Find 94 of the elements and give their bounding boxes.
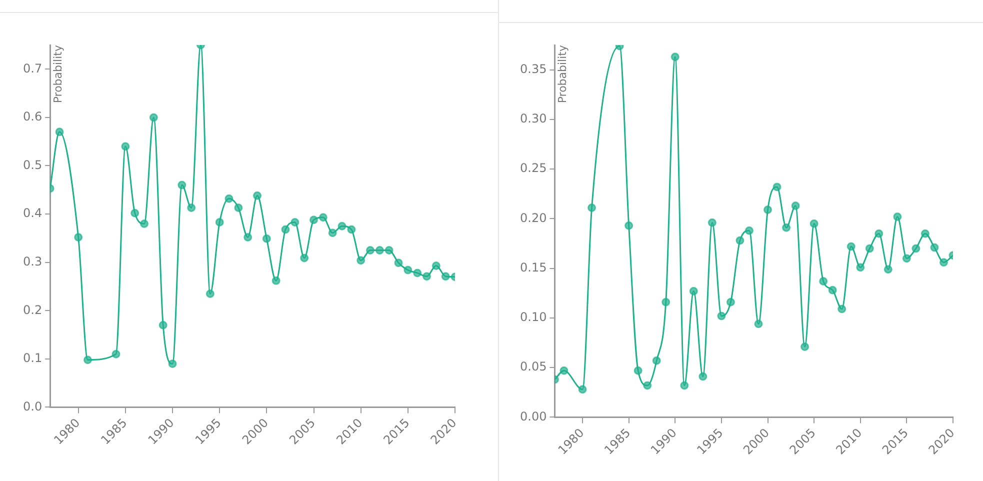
point: [422, 272, 431, 281]
point: [121, 142, 130, 151]
point: [224, 194, 234, 203]
point: [856, 263, 865, 272]
point: [384, 246, 394, 255]
y-tick-label: 0.6: [22, 110, 42, 124]
point: [149, 113, 158, 122]
point: [215, 218, 224, 226]
point: [884, 265, 892, 274]
point: [281, 225, 290, 234]
point: [726, 298, 735, 306]
y-tick-label: 0.20: [520, 210, 547, 225]
point: [670, 52, 680, 62]
point: [187, 204, 196, 212]
y-tick-label: 0.10: [520, 310, 547, 324]
point: [689, 286, 698, 296]
point: [782, 223, 791, 232]
y-tick-label: 0.1: [22, 351, 42, 366]
point: [634, 366, 642, 375]
point: [939, 258, 948, 267]
point: [912, 244, 920, 253]
point: [300, 254, 309, 262]
point: [708, 218, 716, 227]
y-tick-label: 0.4: [22, 206, 42, 220]
point: [764, 206, 772, 214]
point: [347, 225, 356, 234]
point: [234, 204, 243, 212]
point: [158, 320, 168, 330]
point: [865, 244, 874, 253]
point: [413, 268, 422, 278]
y-tick-label: 0.5: [22, 158, 42, 172]
point: [244, 232, 252, 242]
point: [356, 256, 366, 265]
point: [902, 254, 911, 263]
point: [262, 234, 271, 243]
point: [800, 342, 810, 351]
y-tick-label: 0.05: [520, 360, 547, 374]
point: [394, 258, 403, 268]
point: [318, 213, 328, 222]
y-axis-title: Probability: [51, 44, 64, 104]
y-axis-title: Probability: [556, 44, 570, 104]
point: [272, 276, 280, 285]
point: [112, 350, 120, 358]
y-tick-label: 0.2: [22, 302, 42, 317]
point: [680, 381, 689, 390]
point: [130, 208, 140, 218]
y-tick-label: 0.0: [22, 399, 42, 414]
point: [698, 372, 708, 381]
point: [84, 356, 92, 364]
point: [178, 180, 186, 190]
point: [624, 221, 634, 230]
point: [838, 304, 846, 314]
point: [791, 202, 800, 210]
point: [717, 312, 726, 320]
point: [338, 222, 346, 230]
point: [432, 261, 440, 270]
point: [893, 212, 902, 221]
point: [819, 276, 828, 286]
point: [874, 229, 884, 238]
point: [588, 204, 596, 212]
point: [310, 216, 318, 224]
point: [290, 218, 300, 226]
point: [810, 219, 818, 228]
point: [140, 219, 148, 228]
point: [736, 236, 744, 245]
point: [206, 289, 214, 298]
point: [930, 243, 939, 252]
point: [643, 381, 652, 390]
point: [441, 272, 450, 281]
point: [253, 191, 262, 200]
y-tick-label: 0.3: [22, 254, 42, 268]
point: [366, 246, 374, 255]
point: [74, 232, 83, 242]
point: [375, 246, 384, 255]
point: [754, 320, 763, 328]
point: [828, 286, 837, 294]
point: [578, 385, 587, 394]
y-tick-label: 0.25: [520, 161, 547, 176]
point: [920, 229, 930, 238]
point: [560, 366, 568, 375]
point: [652, 356, 661, 365]
y-tick-label: 0.00: [520, 409, 547, 424]
point: [744, 226, 754, 235]
point: [55, 128, 64, 136]
point: [168, 360, 177, 368]
point: [772, 182, 782, 192]
point: [328, 228, 337, 238]
y-tick-label: 0.30: [520, 112, 547, 126]
y-tick-label: 0.7: [22, 61, 42, 76]
y-tick-label: 0.15: [520, 260, 547, 274]
point: [662, 298, 670, 306]
point: [404, 266, 412, 274]
point: [846, 242, 856, 251]
y-tick-label: 0.35: [520, 62, 547, 76]
